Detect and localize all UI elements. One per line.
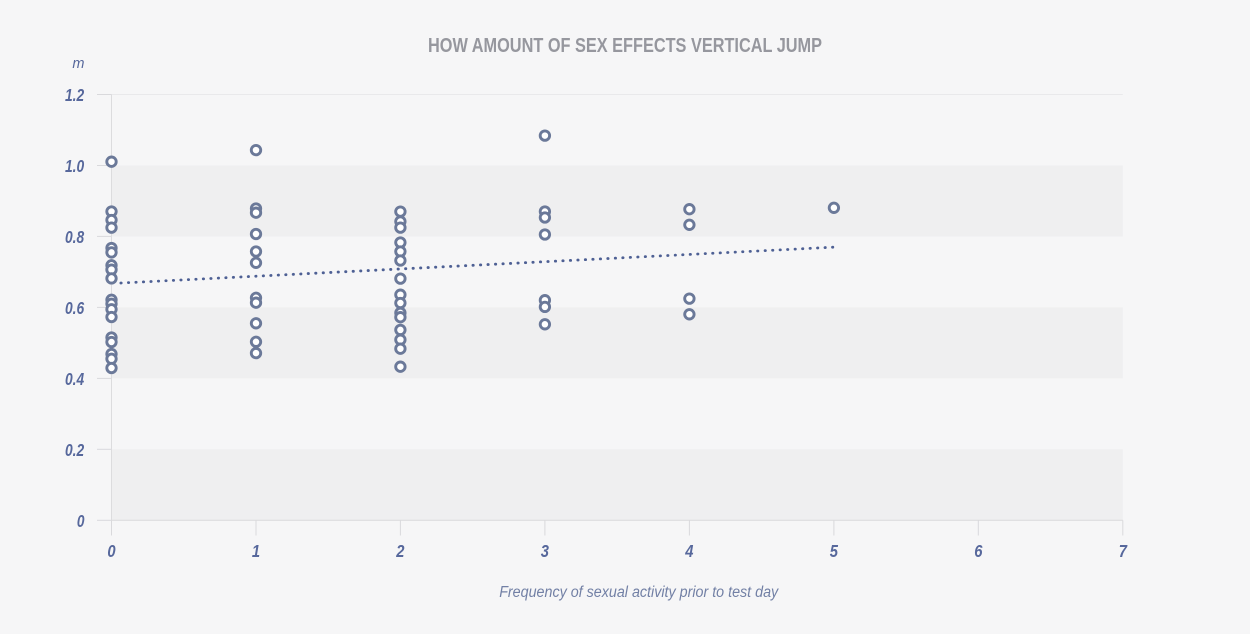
svg-text:5: 5 [830,541,839,561]
svg-text:4: 4 [684,541,693,561]
svg-text:1.0: 1.0 [65,156,85,176]
svg-text:0.2: 0.2 [65,440,85,460]
svg-text:6: 6 [974,541,983,561]
svg-text:1.2: 1.2 [65,85,85,105]
svg-text:0: 0 [77,511,85,531]
svg-text:1: 1 [252,541,260,561]
svg-text:3: 3 [541,541,550,561]
svg-text:HOW AMOUNT OF SEX EFFECTS VERT: HOW AMOUNT OF SEX EFFECTS VERTICAL JUMP [428,34,822,57]
svg-text:0: 0 [107,541,116,561]
svg-text:7: 7 [1119,541,1128,561]
svg-text:0.4: 0.4 [65,369,85,389]
svg-text:2: 2 [395,541,404,561]
svg-text:0.8: 0.8 [65,227,85,247]
svg-text:m: m [72,56,84,72]
svg-text:0.6: 0.6 [65,298,85,318]
svg-text:Frequency of sexual activity p: Frequency of sexual activity prior to te… [499,584,779,601]
